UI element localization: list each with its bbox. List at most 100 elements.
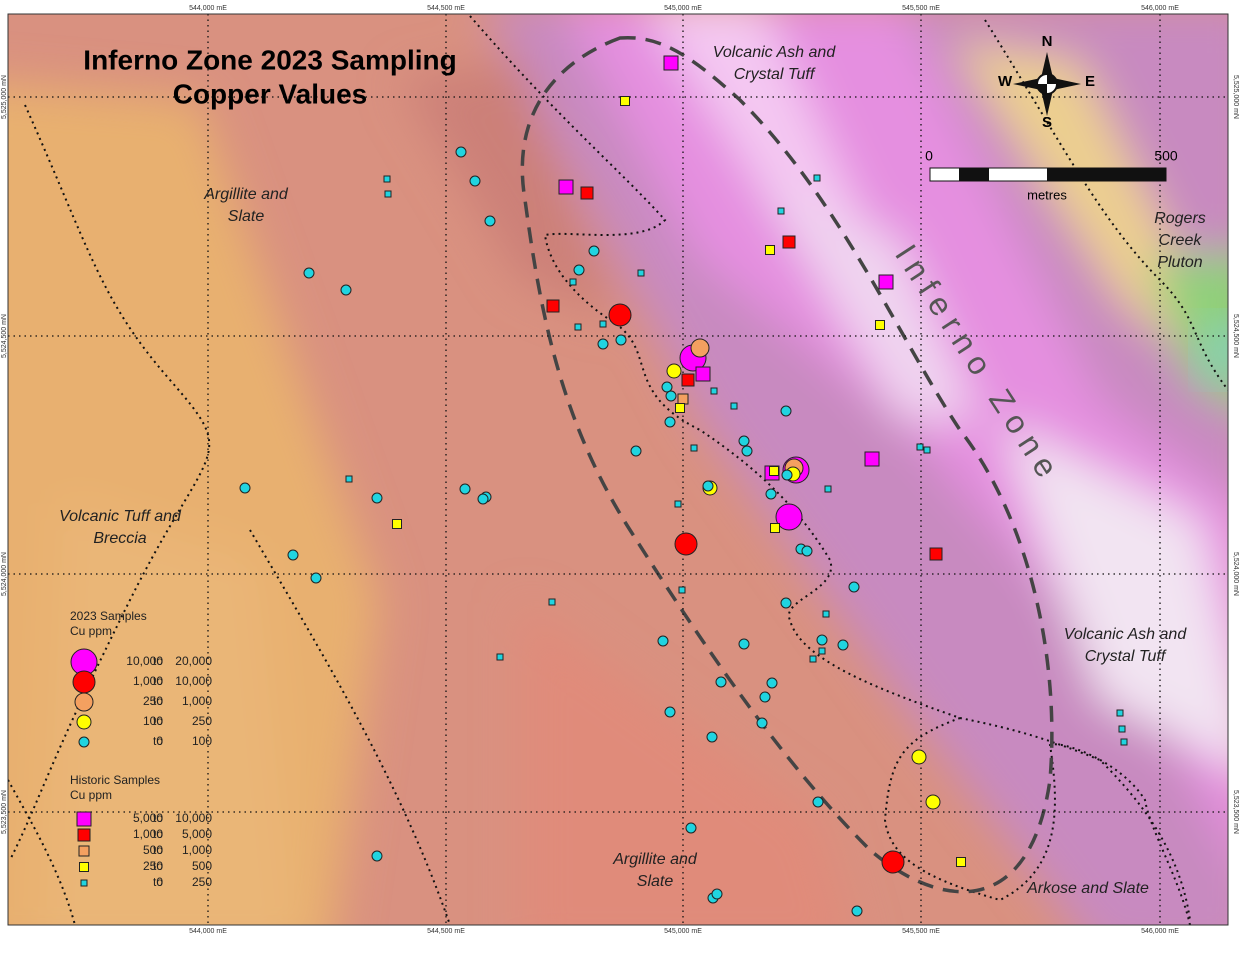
unit-label: Arkose and Slate — [1026, 880, 1149, 897]
scale-start: 0 — [925, 148, 933, 164]
sample-historic — [923, 446, 931, 454]
sample-historic — [80, 879, 88, 887]
unit-label: Pluton — [1157, 254, 1202, 271]
easting-label: 545,500 mE — [902, 928, 940, 935]
unit-label: Crystal Tuff — [734, 66, 816, 83]
sample-2023 — [608, 303, 632, 327]
legend-to: to — [153, 827, 163, 841]
sample-historic — [769, 466, 779, 476]
scale-bar: 0 500 metres — [925, 148, 1178, 203]
northing-label: 5,524,500 mN — [1232, 314, 1239, 358]
legend-to: to — [153, 694, 163, 708]
grid — [8, 14, 1228, 925]
legend-to: to — [153, 843, 163, 857]
sample-historic — [956, 857, 966, 867]
sample-2023 — [287, 549, 299, 561]
sample-historic — [637, 269, 645, 277]
northing-label: 5,524,000 mN — [1232, 552, 1239, 596]
easting-label: 544,000 mE — [189, 5, 227, 12]
sample-2023 — [630, 445, 642, 457]
sample-historic — [663, 55, 679, 71]
sample-historic — [392, 519, 402, 529]
compass: N E S W — [998, 33, 1095, 131]
sample-historic — [765, 245, 775, 255]
sample-historic — [929, 547, 943, 561]
easting-label: 545,000 mE — [664, 5, 702, 12]
compass-n: N — [1042, 33, 1053, 50]
legend-from: 1,000 — [133, 827, 163, 841]
legend-upper: 1,000 — [182, 694, 212, 708]
legend-to: to — [153, 859, 163, 873]
sample-2023 — [340, 284, 352, 296]
easting-label: 544,500 mE — [427, 5, 465, 12]
legend-upper: 250 — [192, 875, 212, 889]
sample-2023 — [76, 714, 92, 730]
sample-2023 — [666, 363, 682, 379]
sample-historic — [383, 175, 391, 183]
sample-2023 — [661, 381, 673, 393]
northing-label: 5,523,500 mN — [1, 790, 8, 834]
map-frame — [7, 13, 1229, 926]
northing-label: 5,524,500 mN — [1, 314, 8, 358]
legend-to: to — [153, 734, 163, 748]
sample-historic — [345, 475, 353, 483]
unit-label: Volcanic Ash and — [713, 44, 837, 61]
sample-2023 — [925, 794, 941, 810]
legend-upper: 100 — [192, 734, 212, 748]
sample-historic — [546, 299, 560, 313]
sample-2023 — [801, 545, 813, 557]
sample-2023 — [469, 175, 481, 187]
sample-historic — [777, 207, 785, 215]
easting-label: 546,000 mE — [1141, 928, 1179, 935]
sample-historic — [674, 500, 682, 508]
sample-2023 — [665, 390, 677, 402]
sample-historic — [878, 274, 894, 290]
unit-label: Volcanic Ash and — [1064, 626, 1188, 643]
sample-2023 — [674, 532, 698, 556]
legend-upper: 500 — [192, 859, 212, 873]
sample-2023 — [766, 677, 778, 689]
sample-historic — [569, 278, 577, 286]
unit-label: Volcanic Tuff and — [59, 508, 182, 525]
legend-from: 250 — [143, 694, 163, 708]
title: Copper Values — [173, 78, 368, 109]
legend-to: to — [153, 654, 163, 668]
sample-2023 — [371, 492, 383, 504]
legend-to: to — [153, 714, 163, 728]
sample-historic — [620, 96, 630, 106]
legend-from: 250 — [143, 859, 163, 873]
sample-historic — [599, 320, 607, 328]
legend-upper: 20,000 — [175, 654, 212, 668]
northing-label: 5,525,000 mN — [1232, 75, 1239, 119]
sample-historic — [695, 366, 711, 382]
legend-from: 1,000 — [133, 674, 163, 688]
sample-2023 — [588, 245, 600, 257]
sample-2023 — [303, 267, 315, 279]
sample-2023 — [756, 717, 768, 729]
sample-historic — [818, 647, 826, 655]
sample-2023 — [765, 488, 777, 500]
easting-label: 544,500 mE — [427, 928, 465, 935]
sample-historic — [1118, 725, 1126, 733]
legend-upper: 250 — [192, 714, 212, 728]
sample-2023 — [310, 572, 322, 584]
compass-w: W — [998, 73, 1013, 90]
compass-e: E — [1085, 73, 1095, 90]
easting-label: 546,000 mE — [1141, 5, 1179, 12]
sample-2023 — [78, 736, 90, 748]
unit-label: Argillite and — [203, 186, 289, 203]
sample-2023 — [741, 445, 753, 457]
legend-from: 5,000 — [133, 811, 163, 825]
sample-historic — [77, 828, 91, 842]
sample-2023 — [706, 731, 718, 743]
sample-historic — [864, 451, 880, 467]
sample-historic — [558, 179, 574, 195]
sample-2023 — [816, 634, 828, 646]
sample-historic — [78, 845, 90, 857]
sample-2023 — [484, 215, 496, 227]
sample-historic — [675, 403, 685, 413]
sample-2023 — [657, 635, 669, 647]
sample-2023 — [573, 264, 585, 276]
scale-end: 500 — [1154, 148, 1178, 164]
